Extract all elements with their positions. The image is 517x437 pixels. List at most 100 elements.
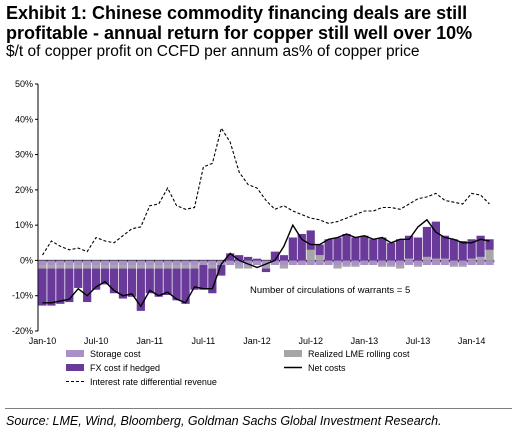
y-tick-label: 50%: [15, 79, 33, 89]
bar: [360, 235, 369, 261]
bar: [65, 268, 74, 303]
bar: [476, 235, 485, 257]
bar: [342, 260, 351, 266]
bar: [396, 260, 405, 266]
bar: [163, 260, 172, 266]
bar: [342, 265, 351, 267]
bar: [324, 260, 333, 266]
bar: [181, 268, 190, 304]
bar: [279, 260, 288, 266]
bar: [485, 249, 494, 261]
bar: [235, 255, 244, 261]
bar: [190, 265, 199, 269]
x-tick-label: Jan-14: [458, 336, 486, 346]
bar: [47, 260, 56, 266]
bar: [351, 260, 360, 266]
bar: [449, 260, 458, 266]
bar: [190, 268, 199, 290]
bar: [458, 265, 467, 267]
bar: [109, 265, 119, 269]
bar: [306, 230, 315, 250]
legend-swatch: [66, 364, 84, 371]
bar: [288, 237, 297, 261]
legend-swatch: [66, 350, 84, 357]
bar: [163, 268, 172, 296]
bar: [315, 260, 324, 266]
y-tick-label: 10%: [15, 220, 33, 230]
bar: [252, 260, 262, 266]
bar: [56, 265, 65, 269]
bar: [92, 260, 101, 266]
lines: [42, 126, 490, 308]
bar: [127, 268, 136, 297]
x-tick-label: Jan-11: [136, 336, 163, 346]
bar: [235, 260, 244, 266]
bar: [467, 239, 476, 259]
bar: [342, 233, 351, 261]
legend-label: Net costs: [308, 363, 346, 373]
legend-label: Storage cost: [90, 349, 141, 359]
bar: [476, 260, 485, 266]
bar: [288, 260, 297, 266]
bar: [360, 260, 369, 266]
bar: [261, 265, 271, 269]
bar: [100, 268, 110, 285]
bar: [378, 265, 387, 267]
bar: [458, 260, 467, 266]
x-tick-label: Jan-13: [351, 336, 379, 346]
bar: [244, 265, 253, 269]
legend-label: Realized LME rolling cost: [308, 349, 410, 359]
bar: [118, 265, 128, 269]
bar: [440, 235, 449, 259]
bar: [136, 268, 145, 311]
bar: [440, 260, 449, 266]
bar: [65, 265, 74, 269]
bar: [333, 265, 342, 269]
legend-label: Interest rate differential revenue: [90, 377, 217, 387]
bar: [190, 260, 199, 266]
bar: [181, 265, 190, 269]
bar: [163, 265, 172, 269]
x-tick-label: Jul-12: [298, 336, 323, 346]
chart-annotation: Number of circulations of warrants = 5: [250, 285, 410, 296]
x-tick-label: Jul-10: [84, 336, 109, 346]
x-tick-label: Jul-13: [406, 336, 431, 346]
bar: [467, 258, 476, 261]
legend-label: FX cost if hedged: [90, 363, 160, 373]
bar: [217, 265, 226, 276]
bar: [261, 268, 271, 273]
bar: [351, 237, 360, 261]
bar: [172, 268, 181, 301]
bar: [181, 260, 190, 266]
bar: [333, 237, 342, 261]
bar: [83, 268, 92, 303]
bar: [440, 258, 449, 261]
x-tick-label: Jan-12: [243, 336, 271, 346]
bar: [47, 265, 56, 269]
bar: [172, 260, 181, 266]
bar: [261, 260, 271, 266]
bar: [208, 265, 217, 269]
bottom-divider: [5, 408, 512, 409]
bar: [56, 268, 65, 304]
bar: [404, 258, 414, 261]
bar: [324, 239, 333, 261]
bar: [449, 265, 458, 267]
series-line-interest: [42, 126, 490, 256]
bar: [387, 265, 396, 267]
legend-swatch: [284, 350, 302, 357]
bar: [74, 265, 83, 269]
bar: [226, 253, 235, 261]
bar: [208, 260, 217, 266]
bar: [333, 260, 342, 266]
bar: [92, 268, 101, 290]
bar: [378, 237, 387, 261]
series-line-net: [42, 218, 490, 308]
bar: [387, 242, 396, 261]
bar: [422, 260, 432, 266]
bar: [38, 260, 47, 266]
x-tick-label: Jul-11: [191, 336, 215, 346]
bar: [109, 268, 119, 294]
bar: [396, 265, 405, 269]
